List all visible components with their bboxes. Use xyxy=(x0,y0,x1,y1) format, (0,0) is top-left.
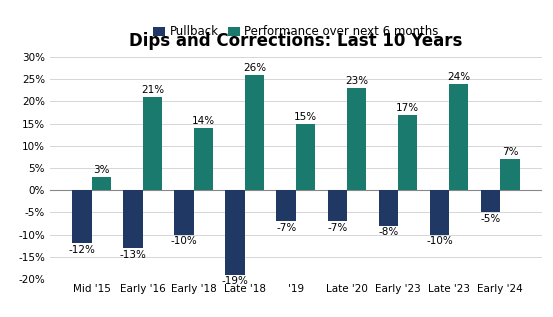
Title: Dips and Corrections: Last 10 Years: Dips and Corrections: Last 10 Years xyxy=(129,32,462,50)
Text: 3%: 3% xyxy=(93,165,109,175)
Text: -8%: -8% xyxy=(378,228,398,237)
Bar xyxy=(296,124,315,190)
Bar xyxy=(481,190,500,212)
Text: -7%: -7% xyxy=(276,223,296,233)
Bar xyxy=(398,115,418,190)
Text: -5%: -5% xyxy=(481,214,500,224)
Bar xyxy=(72,190,92,243)
Bar xyxy=(123,190,143,248)
Text: 15%: 15% xyxy=(294,112,317,122)
Bar xyxy=(174,190,194,235)
Text: -10%: -10% xyxy=(171,236,197,246)
Bar xyxy=(430,190,449,235)
Text: -10%: -10% xyxy=(426,236,453,246)
Text: -19%: -19% xyxy=(222,276,248,286)
Bar xyxy=(245,75,264,190)
Bar xyxy=(379,190,398,226)
Bar xyxy=(226,190,245,275)
Legend: Pullback, Performance over next 6 months: Pullback, Performance over next 6 months xyxy=(150,23,441,41)
Text: -13%: -13% xyxy=(119,250,147,260)
Bar xyxy=(92,177,111,190)
Text: -7%: -7% xyxy=(327,223,347,233)
Bar xyxy=(276,190,296,221)
Bar xyxy=(194,128,213,190)
Bar xyxy=(143,97,162,190)
Text: 24%: 24% xyxy=(447,72,471,82)
Text: -12%: -12% xyxy=(69,245,95,255)
Bar xyxy=(449,84,468,190)
Bar xyxy=(347,88,366,190)
Bar xyxy=(327,190,347,221)
Bar xyxy=(500,159,520,190)
Text: 21%: 21% xyxy=(141,85,164,95)
Text: 17%: 17% xyxy=(396,103,419,113)
Text: 26%: 26% xyxy=(243,63,266,73)
Text: 23%: 23% xyxy=(345,76,368,86)
Text: 7%: 7% xyxy=(502,147,518,157)
Text: 14%: 14% xyxy=(192,116,215,126)
